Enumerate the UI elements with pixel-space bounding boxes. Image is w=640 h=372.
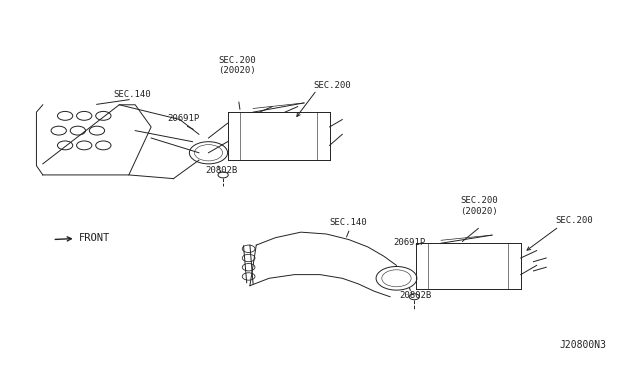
Text: FRONT: FRONT: [55, 233, 109, 243]
Text: 20802B: 20802B: [205, 166, 237, 175]
Text: 20691P: 20691P: [393, 238, 426, 247]
Text: SEC.140: SEC.140: [113, 90, 151, 99]
Text: SEC.200
(20020): SEC.200 (20020): [218, 56, 256, 75]
Text: SEC.200: SEC.200: [556, 216, 593, 225]
Text: SEC.200
(20020): SEC.200 (20020): [461, 196, 498, 215]
Text: J20800N3: J20800N3: [560, 340, 607, 350]
Text: 20691P: 20691P: [167, 114, 199, 123]
Text: SEC.140: SEC.140: [330, 218, 367, 227]
Text: SEC.200: SEC.200: [314, 81, 351, 90]
Text: 20802B: 20802B: [399, 291, 432, 301]
